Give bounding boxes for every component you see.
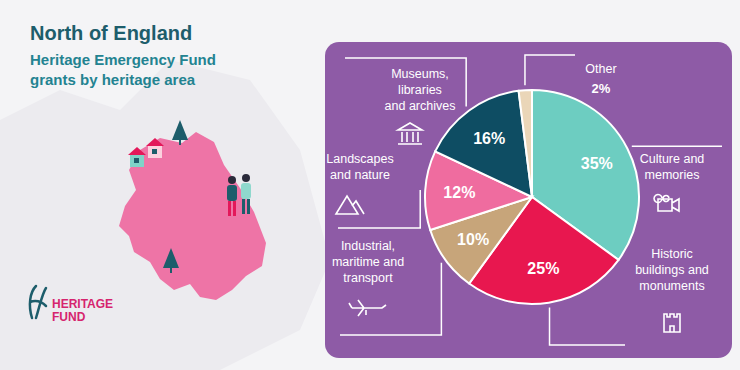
category-label-line: Industrial, — [341, 239, 395, 253]
data-label: 25% — [527, 260, 559, 277]
leader-lines — [338, 55, 722, 345]
category-label-line: Other — [585, 62, 616, 76]
house-roof — [128, 147, 146, 155]
category-label: Museums, libraries and archives — [385, 67, 456, 113]
category-label-line: maritime and — [332, 255, 404, 269]
header: North of England Heritage Emergency Fund g… — [30, 22, 216, 88]
walker-head — [228, 176, 236, 184]
icon-museum — [398, 123, 422, 144]
walker-leg — [233, 201, 236, 216]
leader-line — [340, 263, 441, 335]
pie-slice — [519, 90, 532, 197]
house-window — [152, 149, 157, 154]
background — [0, 0, 740, 370]
house — [130, 155, 144, 167]
pie — [425, 90, 639, 304]
house-window — [134, 158, 139, 163]
category-label: Industrial, maritime and transport — [332, 239, 404, 285]
leader-line — [525, 55, 575, 85]
tree-trunk — [179, 140, 181, 145]
leader-line — [550, 308, 625, 345]
chart-svg: North of England Heritage Emergency Fund g… — [0, 0, 740, 370]
house — [148, 146, 162, 158]
icon-mountain — [336, 196, 364, 214]
icons — [336, 123, 680, 332]
icon-camera — [654, 195, 669, 203]
data-label: 2% — [592, 81, 611, 96]
icon-plane — [349, 300, 386, 316]
icon-tower — [664, 314, 680, 332]
data-label: 16% — [473, 130, 505, 147]
title: North of England — [30, 22, 192, 44]
category-label: Culture and memories — [640, 152, 705, 182]
subtitle-line: grants by heritage area — [30, 71, 196, 88]
subtitle-line: Heritage Emergency Fund — [30, 51, 216, 68]
tree — [163, 248, 179, 268]
walker-leg — [228, 201, 231, 216]
category-label: Landscapes and nature — [326, 152, 393, 182]
leader-line — [632, 145, 722, 147]
logo-fingers — [30, 286, 46, 318]
category-label-line: buildings and — [635, 263, 709, 277]
category-label-line: memories — [645, 168, 700, 182]
house-roof — [146, 138, 164, 146]
leader-line — [338, 190, 420, 228]
map-shape — [119, 132, 266, 300]
category-label-line: libraries — [398, 83, 442, 97]
logo-text: HERITAGE — [52, 297, 113, 311]
category-label-line: monuments — [639, 279, 704, 293]
tree — [172, 120, 188, 140]
background-land — [0, 60, 330, 370]
data-label: 35% — [581, 155, 613, 172]
subtitle: Heritage Emergency Fund grants by heritag… — [30, 51, 216, 88]
data-label: 10% — [457, 231, 489, 248]
walker-leg — [242, 199, 245, 214]
walker-head — [242, 174, 250, 182]
category-label-line: Landscapes — [326, 152, 393, 166]
category-label-line: and archives — [385, 99, 456, 113]
walker-body — [227, 185, 237, 201]
category-label-line: Museums, — [391, 67, 449, 81]
labels: Culture and memories 35% Historic buildings … — [326, 62, 709, 293]
category-label-line: and nature — [330, 168, 390, 182]
data-label: 12% — [443, 184, 475, 201]
logo-text: FUND — [52, 310, 86, 324]
category-label-line: Culture and — [640, 152, 705, 166]
map — [119, 120, 266, 300]
leader-line — [345, 58, 466, 106]
walker-leg — [247, 199, 250, 214]
logo: HERITAGEFUND — [30, 286, 113, 324]
walker-body — [241, 183, 251, 199]
category-label-line: Historic — [651, 247, 693, 261]
category-label: Other — [585, 62, 616, 76]
category-label: Historic buildings and monuments — [635, 247, 709, 293]
tree-trunk — [170, 268, 172, 273]
category-label-line: transport — [343, 271, 393, 285]
panel — [325, 42, 732, 358]
